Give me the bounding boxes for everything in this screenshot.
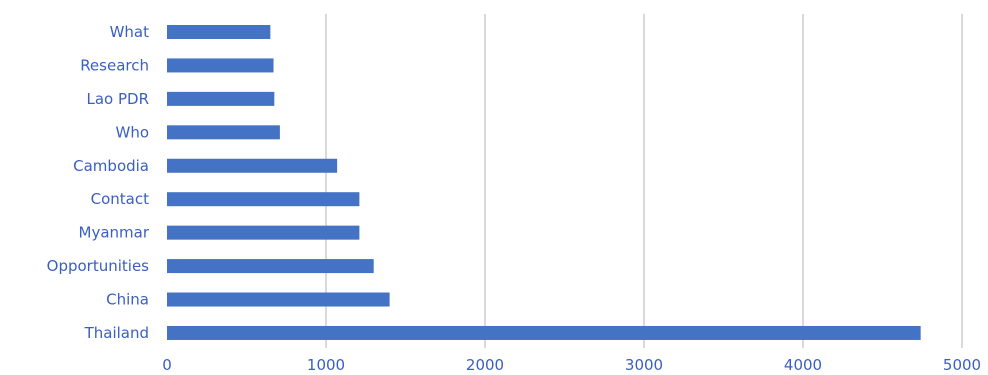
category-label: Cambodia	[73, 157, 149, 175]
bar	[167, 125, 280, 140]
bar	[167, 25, 271, 39]
bar	[167, 192, 360, 207]
category-label: Myanmar	[79, 224, 150, 242]
category-label: Who	[115, 123, 149, 141]
bar	[167, 158, 338, 173]
x-tick-label: 0	[162, 356, 172, 374]
bar	[167, 292, 390, 307]
x-tick-labels: 0 1000 2000 3000 4000 5000	[162, 356, 981, 374]
bar	[167, 225, 360, 240]
x-tick-label: 3000	[625, 356, 663, 374]
category-label: Research	[80, 56, 149, 74]
x-tick-label: 5000	[943, 356, 981, 374]
category-label: Thailand	[84, 324, 149, 342]
bars	[167, 25, 921, 340]
category-label: Contact	[91, 190, 149, 208]
bar	[167, 259, 374, 274]
bar	[167, 325, 921, 340]
gridlines	[325, 14, 963, 348]
category-labels: What Research Lao PDR Who Cambodia Contact Mya…	[47, 23, 150, 342]
x-tick-label: 1000	[307, 356, 345, 374]
bar	[167, 91, 275, 106]
x-tick-label: 2000	[466, 356, 504, 374]
category-label: China	[106, 291, 149, 309]
x-tick-label: 4000	[784, 356, 822, 374]
category-label: Lao PDR	[86, 90, 149, 108]
bar	[167, 58, 274, 73]
category-label: Opportunities	[47, 257, 150, 275]
category-label: What	[110, 23, 150, 41]
